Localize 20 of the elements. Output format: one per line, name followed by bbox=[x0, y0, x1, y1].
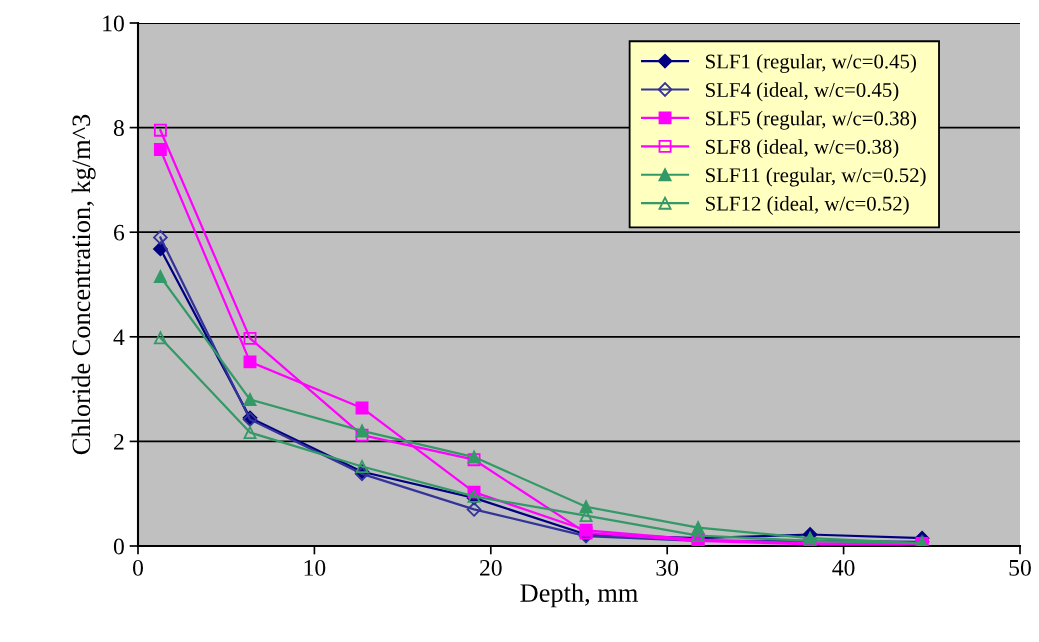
x-tick-label: 20 bbox=[480, 559, 502, 576]
y-tick-label: 8 bbox=[113, 120, 124, 137]
y-tick-label: 2 bbox=[114, 433, 124, 450]
legend-label: SLF11 (regular, w/c=0.52) bbox=[706, 167, 926, 187]
y-axis-title: Chloride Concentration, kg/m^3 bbox=[71, 114, 96, 455]
x-tick-label: 40 bbox=[832, 559, 855, 576]
legend-label: SLF4 (ideal, w/c=0.45) bbox=[706, 82, 899, 102]
legend-label: SLF12 (ideal, w/c=0.52) bbox=[706, 196, 909, 215]
y-tick-label: 4 bbox=[113, 329, 125, 345]
x-tick-label: 30 bbox=[656, 559, 679, 576]
legend-label: SLF8 (ideal, w/c=0.38) bbox=[706, 139, 899, 159]
x-tick-label: 50 bbox=[1009, 559, 1031, 576]
x-tick-label: 0 bbox=[133, 559, 143, 576]
y-tick-label: 10 bbox=[103, 15, 124, 32]
legend-label: SLF5 (regular, w/c=0.38) bbox=[706, 110, 916, 130]
y-tick-label: 0 bbox=[113, 538, 124, 555]
legend-label: SLF1 (regular, w/c=0.45) bbox=[706, 53, 916, 73]
y-tick-label: 6 bbox=[114, 224, 125, 241]
x-tick-label: 10 bbox=[304, 559, 326, 576]
x-axis-title: Depth, mm bbox=[520, 583, 638, 608]
